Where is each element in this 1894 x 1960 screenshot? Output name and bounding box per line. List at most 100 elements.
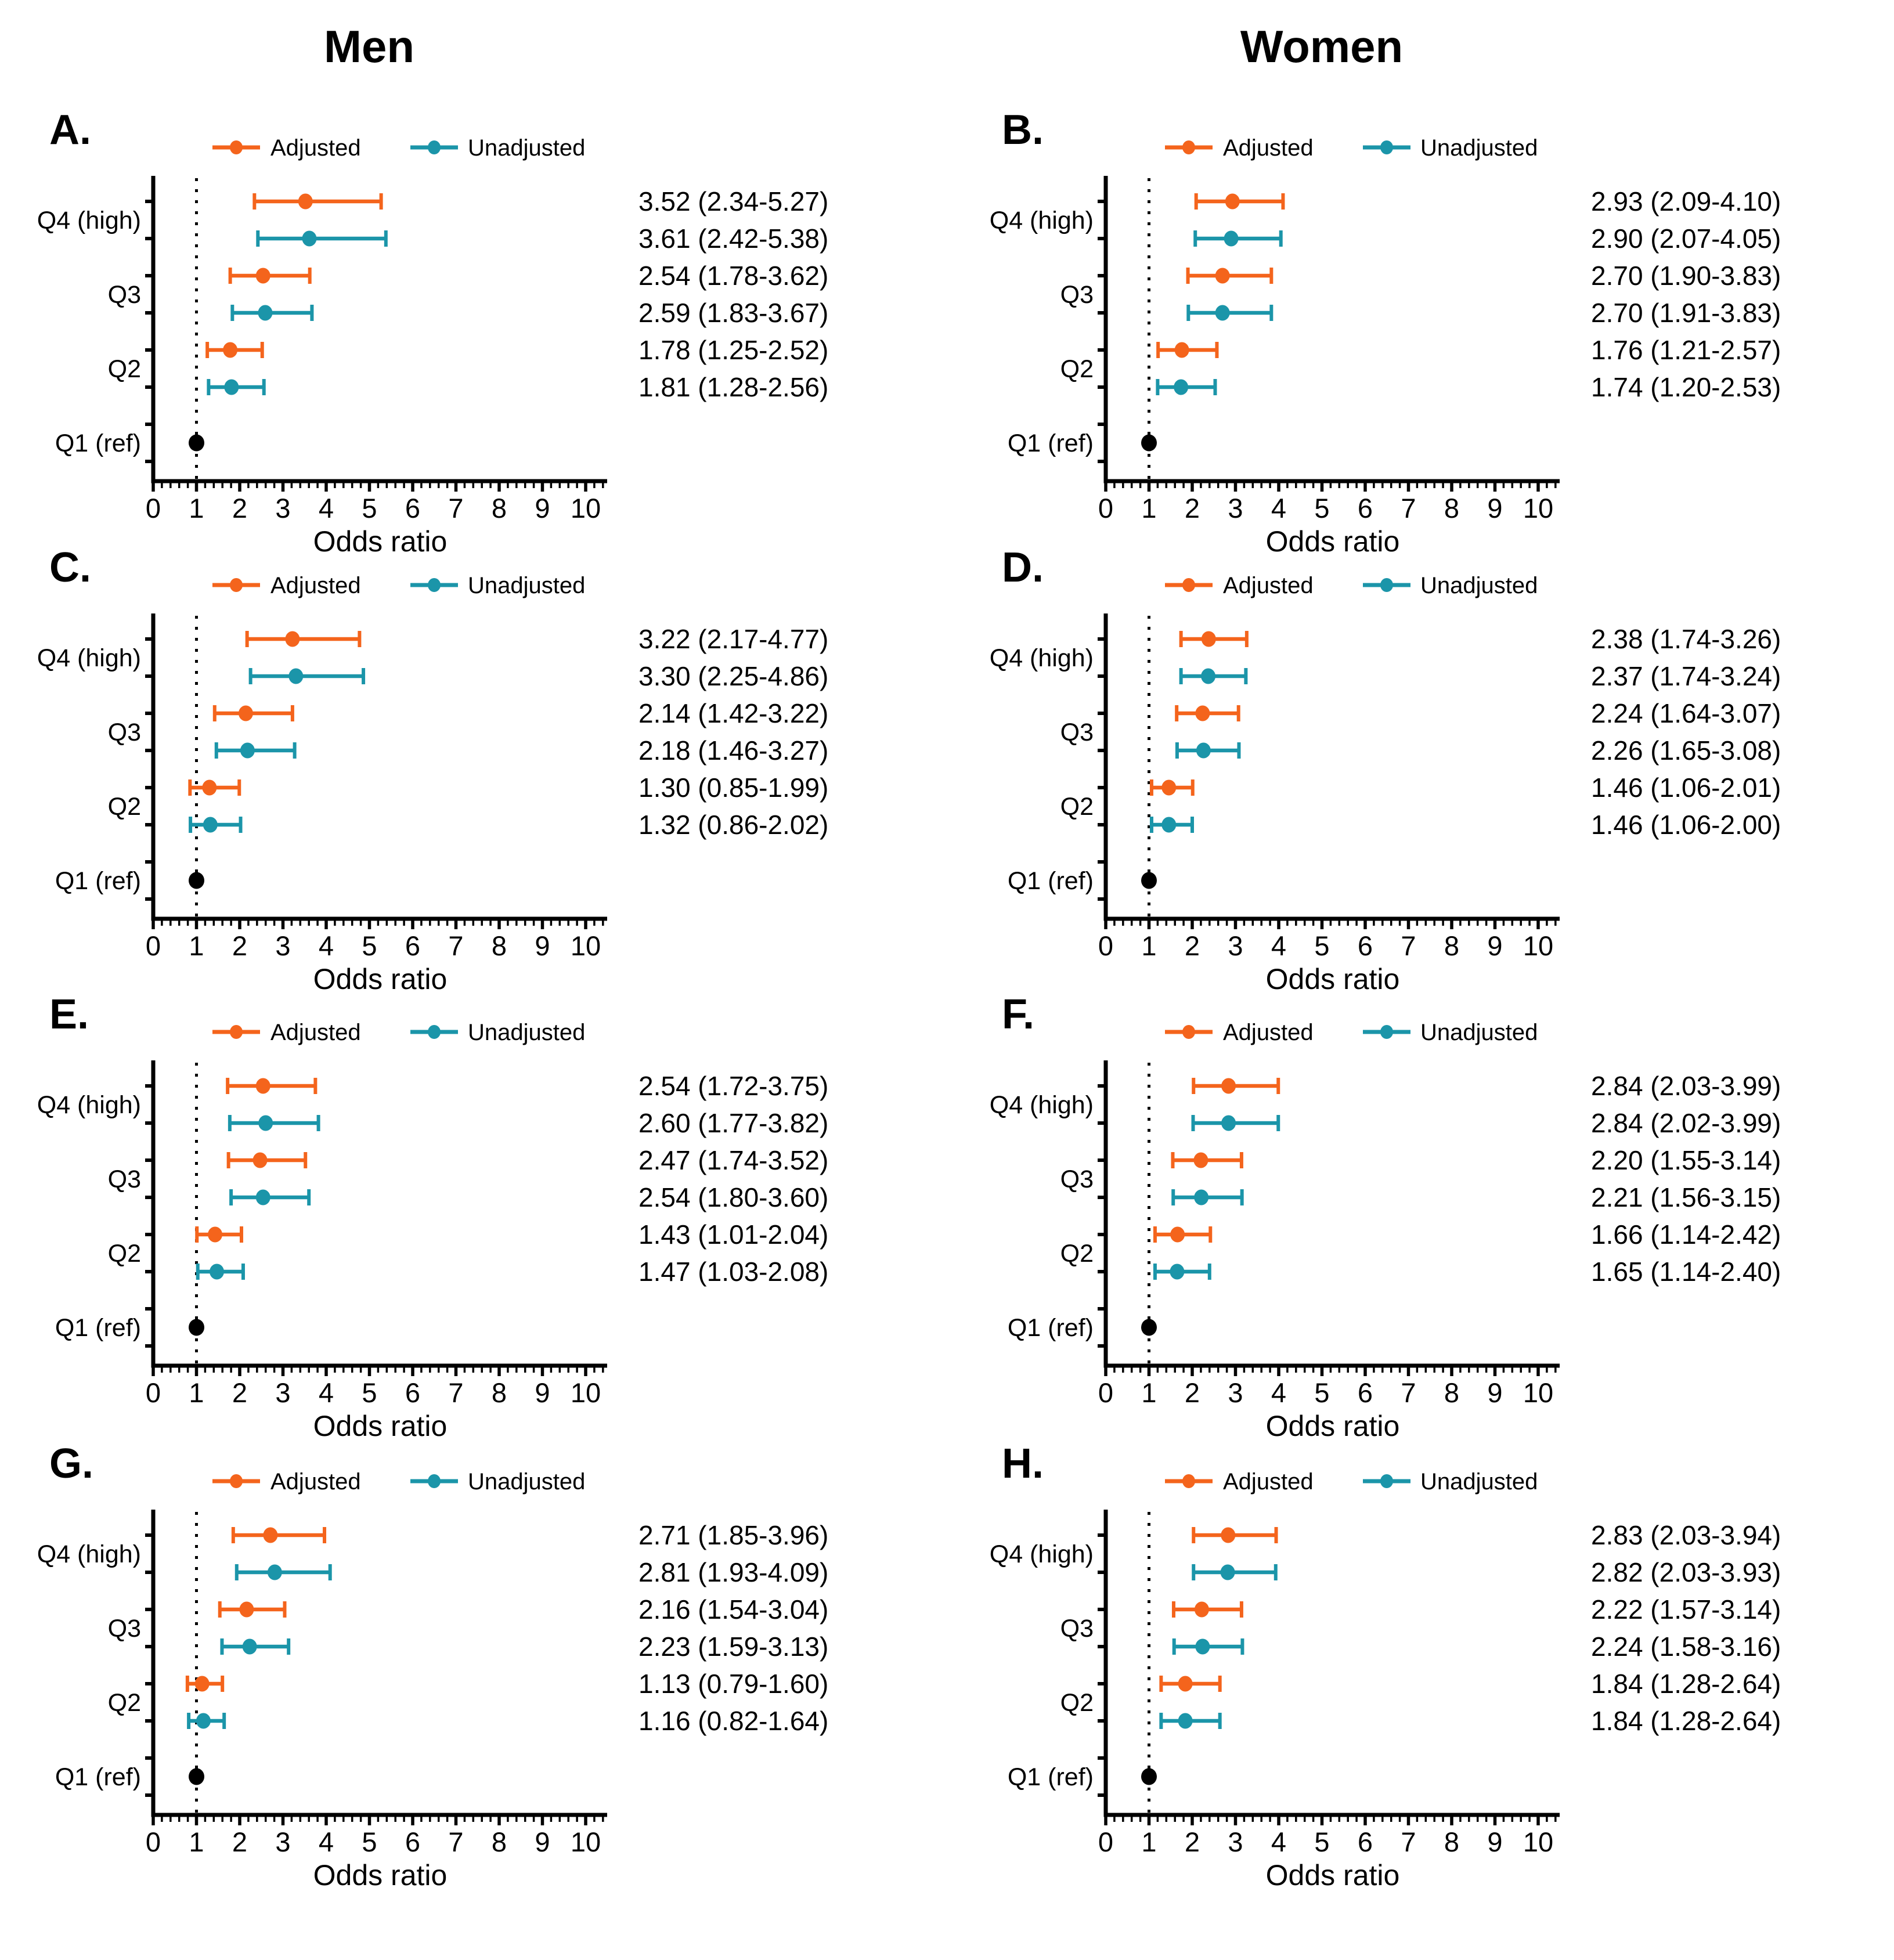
category-label: Q2: [1060, 1689, 1094, 1717]
x-tick-label: 7: [1401, 930, 1416, 961]
x-tick-label: 10: [571, 930, 601, 961]
panel-C: C. Adjusted Unadjusted 0 1 2 3 4 5 6 7 8 9 10 Odds rat…: [37, 544, 829, 995]
point-marker: [1215, 268, 1230, 284]
x-tick-label: 0: [1098, 1377, 1113, 1408]
forest-row-q4high-adjusted: [226, 1078, 318, 1094]
point-marker: [208, 1226, 223, 1243]
x-tick-label: 7: [1401, 1827, 1416, 1857]
or-value-label: 1.46 (1.06-2.00): [1591, 810, 1781, 840]
forest-row-q4high-unadjusted: [235, 1564, 332, 1580]
point-marker: [1174, 379, 1189, 395]
point-marker: [1170, 1226, 1185, 1243]
or-value-label: 2.82 (2.03-3.93): [1591, 1557, 1781, 1587]
legend-marker-dot-icon: [1380, 140, 1393, 154]
or-value-label: 1.47 (1.03-2.08): [638, 1257, 828, 1287]
x-tick-label: 0: [1098, 1827, 1113, 1857]
legend-marker-dot-icon: [428, 1474, 441, 1488]
category-label: Q1 (ref): [1008, 1763, 1094, 1791]
reference-point-marker: [1141, 1319, 1157, 1336]
forest-row-q4high-unadjusted: [1192, 1564, 1278, 1580]
point-marker: [1196, 742, 1211, 759]
panel-A: A. Adjusted Unadjusted 0 1 2 3 4 5 6 7 8 9 10 Odds rat…: [37, 107, 829, 558]
legend-label-adjusted: Adjusted: [270, 1469, 361, 1495]
x-tick-label: 8: [492, 1827, 507, 1857]
legend-label-adjusted: Adjusted: [1223, 1020, 1314, 1045]
point-marker: [302, 230, 317, 247]
x-axis-title: Odds ratio: [1266, 525, 1400, 558]
x-tick-label: 5: [1314, 1827, 1329, 1857]
point-marker: [224, 379, 239, 395]
category-label: Q3: [108, 281, 141, 309]
or-value-label: 2.21 (1.56-3.15): [1591, 1182, 1781, 1212]
category-label: Q3: [1060, 1615, 1094, 1643]
point-marker: [1215, 305, 1230, 321]
x-tick-label: 4: [1271, 493, 1286, 524]
legend-label-adjusted: Adjusted: [270, 573, 361, 598]
forest-row-q2-adjusted: [195, 1226, 243, 1243]
x-tick-label: 8: [1444, 493, 1459, 524]
legend-label-adjusted: Adjusted: [270, 135, 361, 161]
legend-marker-dot-icon: [1182, 1025, 1195, 1039]
forest-row-q2-adjusted: [188, 779, 241, 796]
category-label: Q2: [108, 1689, 141, 1717]
point-marker: [203, 817, 218, 833]
point-marker: [1161, 779, 1177, 796]
legend-label-adjusted: Adjusted: [1223, 135, 1314, 161]
category-label: Q2: [1060, 355, 1094, 383]
category-label: Q1 (ref): [55, 1314, 141, 1342]
legend-marker-dot-icon: [230, 140, 243, 154]
column-title-women: Women: [1240, 21, 1403, 72]
legend-label-adjusted: Adjusted: [1223, 573, 1314, 598]
x-tick-label: 8: [492, 1377, 507, 1408]
forest-row-q4high-adjusted: [1192, 1078, 1280, 1094]
point-marker: [238, 705, 253, 721]
panel-letter: D.: [1002, 544, 1044, 591]
forest-row-q2-adjusted: [1159, 1676, 1222, 1692]
x-tick-label: 7: [1401, 1377, 1416, 1408]
or-value-label: 2.54 (1.80-3.60): [638, 1182, 828, 1212]
forest-row-q4high-unadjusted: [1191, 1115, 1280, 1131]
point-marker: [255, 1078, 270, 1094]
forest-row-q3-adjusted: [212, 705, 294, 721]
category-label: Q4 (high): [37, 1540, 141, 1568]
x-tick-label: 6: [1358, 1827, 1373, 1857]
x-tick-label: 5: [362, 1377, 377, 1408]
point-marker: [298, 193, 313, 210]
or-value-label: 2.23 (1.59-3.13): [638, 1631, 828, 1662]
category-label: Q2: [1060, 1240, 1094, 1268]
legend-marker-dot-icon: [1182, 1474, 1195, 1488]
x-tick-label: 3: [1228, 1827, 1243, 1857]
forest-row-q3-unadjusted: [1171, 1189, 1244, 1205]
category-label: Q3: [1060, 719, 1094, 746]
point-marker: [1221, 1115, 1236, 1131]
x-tick-label: 10: [571, 493, 601, 524]
x-tick-label: 10: [1523, 493, 1553, 524]
x-tick-label: 8: [1444, 1827, 1459, 1857]
x-tick-label: 9: [535, 493, 550, 524]
forest-row-q2-unadjusted: [187, 1713, 226, 1729]
x-tick-label: 7: [448, 493, 463, 524]
point-marker: [242, 1638, 257, 1655]
legend-label-unadjusted: Unadjusted: [1420, 573, 1538, 598]
forest-row-q2-unadjusted: [189, 817, 243, 833]
forest-row-q3-unadjusted: [1175, 742, 1241, 759]
panel-H: H. Adjusted Unadjusted 0 1 2 3 4 5 6 7 8 9 10 Odds rat…: [990, 1441, 1781, 1892]
x-tick-label: 2: [232, 493, 247, 524]
legend-marker-dot-icon: [428, 1025, 441, 1039]
x-tick-label: 3: [275, 1827, 290, 1857]
point-marker: [239, 1601, 254, 1618]
or-value-label: 2.38 (1.74-3.26): [1591, 624, 1781, 654]
x-tick-label: 6: [405, 493, 420, 524]
or-value-label: 2.24 (1.58-3.16): [1591, 1631, 1781, 1662]
x-tick-label: 5: [1314, 493, 1329, 524]
forest-row-q4high-unadjusted: [248, 668, 366, 684]
forest-row-q4high-unadjusted: [1179, 668, 1248, 684]
forest-row-q2-unadjusted: [1149, 817, 1194, 833]
x-tick-label: 6: [405, 1377, 420, 1408]
or-value-label: 2.83 (2.03-3.94): [1591, 1520, 1781, 1550]
forest-row-q2-adjusted: [1149, 779, 1195, 796]
or-value-label: 1.43 (1.01-2.04): [638, 1219, 828, 1250]
or-value-label: 1.46 (1.06-2.01): [1591, 773, 1781, 803]
forest-row-q3-adjusted: [228, 268, 312, 284]
